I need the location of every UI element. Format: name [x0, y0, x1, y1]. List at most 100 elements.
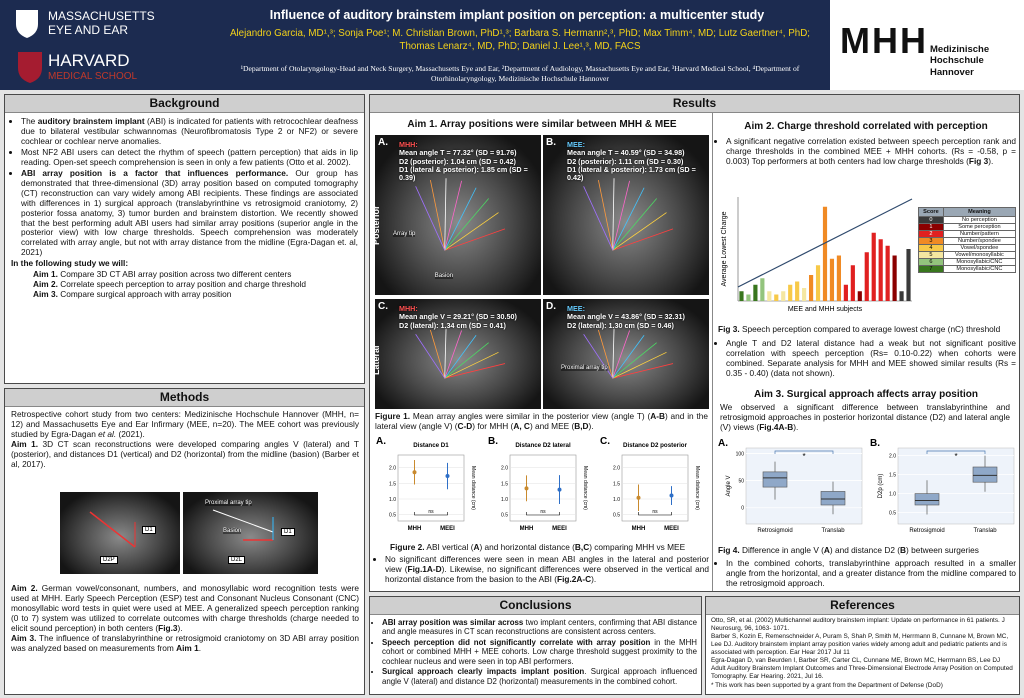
text-run: A significant negative correlation exist… [726, 136, 1016, 166]
text-run: ) between surgeries [906, 545, 979, 555]
bold-text: A, C [513, 420, 530, 431]
text-run: No significant differences were seen in … [385, 554, 709, 574]
x-tick-label: Translab [821, 528, 845, 534]
bold-text: B [900, 545, 907, 555]
bold-text: Speech perception did not significantly … [382, 637, 651, 647]
significance-bracket [526, 512, 560, 516]
bar [802, 288, 807, 301]
panel-label: C. [600, 436, 610, 447]
view-label: Lateral [371, 345, 381, 375]
bold-text: Fig.4A-B [759, 421, 794, 432]
legend-score: 1 [918, 223, 944, 231]
y-tick-label: 2.0 [389, 466, 396, 472]
legend-meaning: Monosyllabic/CNC [942, 258, 1017, 266]
bar [788, 284, 793, 301]
bold-text: Aim 2. [33, 279, 58, 290]
bar [774, 294, 779, 301]
legend-meaning: Vowel/spondee [942, 244, 1017, 252]
legend-meaning: Number/spondee [942, 237, 1017, 245]
y-tick-label: 0.5 [389, 513, 396, 519]
bullet-list: A significant negative correlation exist… [716, 136, 1016, 168]
text-run: Speech perception compared to average lo… [739, 324, 1001, 334]
line [212, 509, 274, 533]
y-tick-label: 0.5 [501, 513, 508, 519]
label: Proximal array tip [205, 500, 252, 506]
bar [843, 284, 848, 301]
bar [864, 252, 869, 301]
legend-score: 5 [918, 251, 944, 259]
inst-name: EYE AND EAR [48, 23, 128, 37]
text-run: Difference in angle V ( [739, 545, 824, 555]
stat-line: D2 (posterior): 1.04 cm (SD = 0.42) [399, 156, 516, 166]
bold-text: Fig.2A-C [557, 573, 592, 584]
bullet-list: In the combined cohorts, translabyrinthi… [716, 558, 1016, 590]
mean-point [636, 495, 641, 500]
legend-score: 7 [918, 265, 944, 273]
legend-row: 5 Vowel/monosyllabic [918, 251, 1017, 259]
subheading: Aim 2. Charge threshold correlated with … [744, 121, 988, 132]
line [89, 511, 136, 548]
panel-stats: MHH: Mean angle V = 29.21° (SD = 30.50) D2… [399, 304, 537, 330]
x-tick-label: MEEI [664, 526, 679, 532]
text-run: The [21, 116, 38, 126]
y-tick-label: 1.0 [501, 497, 508, 503]
section-title: Background [5, 95, 364, 113]
overlay-line [444, 328, 447, 379]
figure-caption: Figure 2. ABI vertical (A) and horizonta… [390, 542, 710, 553]
reference: * This work has been supported by a gran… [711, 681, 943, 689]
subheading: Aim 3. Surgical approach affects array p… [754, 389, 978, 400]
stat-line: Mean angle T = 77.32° (SD = 91.76) [399, 148, 517, 158]
mee-shield [16, 10, 38, 38]
y-tick-label: 1.0 [389, 497, 396, 503]
overlay-line [444, 330, 462, 379]
text-run: ) and MEE ( [529, 420, 575, 431]
legend-row: 1 Some perception [918, 223, 1017, 231]
bullet-item: Speech perception did not significantly … [382, 638, 697, 666]
text-run: ABI vertical ( [424, 542, 474, 552]
overlay-line [444, 198, 489, 251]
mean-point [524, 486, 529, 491]
significance-label: ns [540, 509, 546, 515]
text-run: . [198, 642, 202, 653]
methods-section: Methods Retrospective cohort study from … [4, 388, 365, 695]
stat-line: D2 (posterior): 1.11 cm (SD = 0.30) [567, 156, 684, 166]
bar [767, 291, 772, 301]
text-run: Compare surgical approach with array pos… [57, 289, 232, 300]
text-run: The influence of translabyrinthine or re… [11, 632, 360, 653]
box [820, 491, 846, 506]
bullet-list: No significant differences were seen in … [375, 554, 710, 586]
legend-row: 7 Monosyllabic/CNC [918, 265, 1017, 273]
panel-label: A. [376, 436, 386, 447]
x-tick-label: MHH [520, 526, 534, 532]
x-tick-label: MEEI [440, 526, 455, 532]
bar [857, 291, 862, 301]
ct-image: Proximal array tip Basion D2L D1 [183, 492, 318, 574]
paragraph: Aim 1. 3D CT scan reconstructions were d… [11, 439, 359, 470]
y-axis-label: Angle V [726, 475, 732, 496]
overlay-line [612, 178, 615, 251]
legend-row: 4 Vowel/spondee [918, 244, 1017, 252]
stat-line: D2 (lateral): 1.30 cm (SD = 0.46) [567, 320, 674, 330]
y-axis-label: Mean distance (cm) [694, 466, 700, 510]
text-run: Most NF2 ABI users can detect the rhythm… [21, 146, 358, 167]
x-tick-label: Translab [973, 528, 997, 534]
bullet-list: The auditory brainstem implant (ABI) is … [11, 116, 358, 258]
overlay-line [444, 187, 477, 251]
significance-label: * [802, 452, 805, 461]
chart-title: Distance D2 lateral [515, 442, 571, 449]
overlay-line [612, 180, 630, 251]
bullet-item: Aim 1. Compare 3D CT ABI array position … [33, 269, 358, 280]
y-tick-label: 2.0 [613, 466, 620, 472]
y-tick-label: 1.5 [889, 473, 896, 479]
bold-text: B,D [574, 420, 589, 431]
overlay-line [612, 198, 657, 251]
y-axis-label: D2p (cm) [878, 474, 884, 499]
legend-meaning: No perception [942, 216, 1017, 224]
paragraph: Retrospective cohort study from two cent… [11, 409, 359, 440]
y-axis-label: Mean distance (cm) [470, 466, 476, 510]
figure-2: A. Distance D1 0.5 1.0 1.5 2.0 Mean distance (… [376, 436, 700, 532]
significance-bracket [414, 512, 448, 516]
text-run: ). Likewise, no significant differences … [385, 563, 710, 584]
subheading: Aim 1. Array positions were similar betw… [407, 119, 677, 130]
